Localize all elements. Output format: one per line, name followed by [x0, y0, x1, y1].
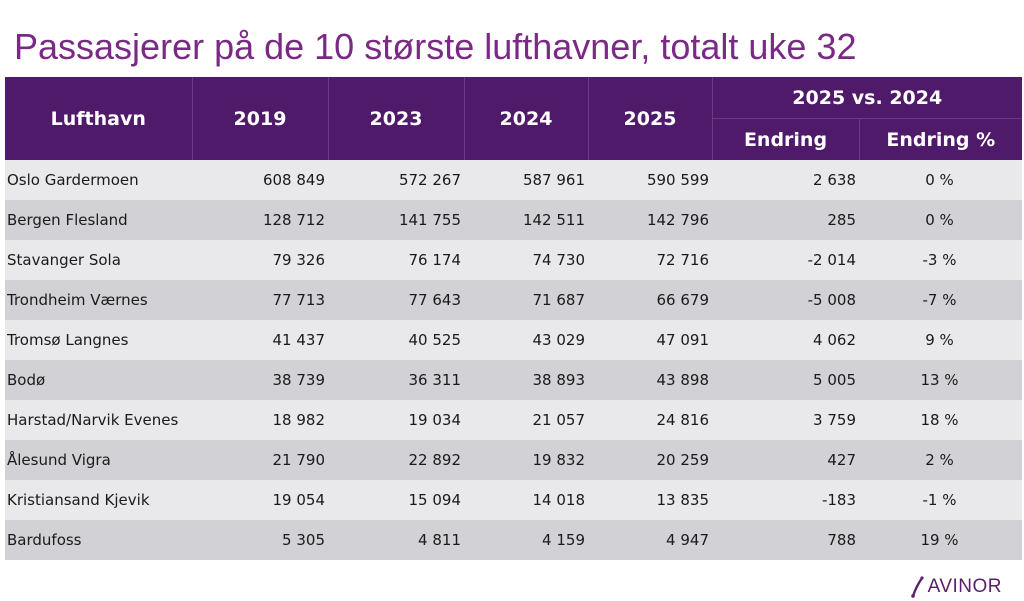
value-2019: 21 790: [192, 440, 328, 480]
change-pct: -3 %: [859, 240, 1022, 280]
change-pct: 2 %: [859, 440, 1022, 480]
value-2019: 128 712: [192, 200, 328, 240]
value-2025: 142 796: [588, 200, 712, 240]
change-pct: 19 %: [859, 520, 1022, 560]
page-title: Passasjerer på de 10 største lufthavner,…: [14, 26, 857, 67]
value-2019: 79 326: [192, 240, 328, 280]
header-group-2025-vs-2024: 2025 vs. 2024: [711, 77, 1022, 119]
table-row: Tromsø Langnes 41 437 40 525 43 029 47 091 4 …: [5, 320, 1022, 360]
airport-name: Oslo Gardermoen: [5, 160, 192, 200]
airport-name: Harstad/Narvik Evenes: [5, 400, 192, 440]
header-2023: 2023: [327, 77, 464, 160]
value-2025: 24 816: [588, 400, 712, 440]
value-2023: 76 174: [328, 240, 464, 280]
value-2025: 43 898: [588, 360, 712, 400]
change-pct: -1 %: [859, 480, 1022, 520]
change-value: 3 759: [712, 400, 859, 440]
change-value: 4 062: [712, 320, 859, 360]
change-pct: 13 %: [859, 360, 1022, 400]
value-2023: 4 811: [328, 520, 464, 560]
airport-name: Kristiansand Kjevik: [5, 480, 192, 520]
value-2024: 14 018: [464, 480, 588, 520]
value-2024: 38 893: [464, 360, 588, 400]
change-pct: 9 %: [859, 320, 1022, 360]
change-value: 788: [712, 520, 859, 560]
value-2019: 18 982: [192, 400, 328, 440]
header-2019: 2019: [191, 77, 328, 160]
value-2023: 77 643: [328, 280, 464, 320]
change-pct: 0 %: [859, 160, 1022, 200]
value-2019: 38 739: [192, 360, 328, 400]
value-2023: 19 034: [328, 400, 464, 440]
change-pct: -7 %: [859, 280, 1022, 320]
value-2024: 19 832: [464, 440, 588, 480]
value-2025: 20 259: [588, 440, 712, 480]
value-2024: 4 159: [464, 520, 588, 560]
value-2023: 40 525: [328, 320, 464, 360]
airport-name: Stavanger Sola: [5, 240, 192, 280]
avinor-swoosh-icon: [910, 576, 924, 598]
table-row: Harstad/Narvik Evenes 18 982 19 034 21 057 2…: [5, 400, 1022, 440]
airport-name: Trondheim Værnes: [5, 280, 192, 320]
passenger-table: Lufthavn 2019 2023 2024 2025 2025 vs. 20…: [5, 77, 1022, 560]
change-pct: 18 %: [859, 400, 1022, 440]
table-row: Stavanger Sola 79 326 76 174 74 730 72 716 -2…: [5, 240, 1022, 280]
table-row: Kristiansand Kjevik 19 054 15 094 14 018 13 …: [5, 480, 1022, 520]
avinor-logo: AVINOR: [910, 576, 1002, 598]
value-2019: 19 054: [192, 480, 328, 520]
table-body: Oslo Gardermoen 608 849 572 267 587 961 590 …: [5, 160, 1022, 560]
table-row: Bodø 38 739 36 311 38 893 43 898 5 005 13 %: [5, 360, 1022, 400]
value-2023: 15 094: [328, 480, 464, 520]
table-row: Bardufoss 5 305 4 811 4 159 4 947 788 19 %: [5, 520, 1022, 560]
value-2024: 21 057: [464, 400, 588, 440]
value-2023: 36 311: [328, 360, 464, 400]
airport-name: Bodø: [5, 360, 192, 400]
value-2023: 22 892: [328, 440, 464, 480]
value-2024: 71 687: [464, 280, 588, 320]
header-change-pct: Endring %: [858, 118, 1022, 160]
change-value: -183: [712, 480, 859, 520]
airport-name: Bergen Flesland: [5, 200, 192, 240]
value-2025: 66 679: [588, 280, 712, 320]
table-row: Ålesund Vigra 21 790 22 892 19 832 20 259 427…: [5, 440, 1022, 480]
airport-name: Bardufoss: [5, 520, 192, 560]
value-2025: 72 716: [588, 240, 712, 280]
airport-name: Ålesund Vigra: [5, 440, 192, 480]
header-airport: Lufthavn: [5, 77, 192, 160]
change-value: 5 005: [712, 360, 859, 400]
value-2025: 47 091: [588, 320, 712, 360]
airport-name: Tromsø Langnes: [5, 320, 192, 360]
table-row: Bergen Flesland 128 712 141 755 142 511 142 …: [5, 200, 1022, 240]
avinor-logo-text: AVINOR: [927, 576, 1002, 597]
header-2024: 2024: [463, 77, 588, 160]
change-value: 2 638: [712, 160, 859, 200]
value-2025: 590 599: [588, 160, 712, 200]
table-row: Oslo Gardermoen 608 849 572 267 587 961 590 …: [5, 160, 1022, 200]
change-value: -2 014: [712, 240, 859, 280]
value-2019: 5 305: [192, 520, 328, 560]
header-2025: 2025: [587, 77, 712, 160]
header-change: Endring: [711, 118, 859, 160]
change-value: 427: [712, 440, 859, 480]
change-pct: 0 %: [859, 200, 1022, 240]
value-2025: 13 835: [588, 480, 712, 520]
change-value: 285: [712, 200, 859, 240]
value-2024: 587 961: [464, 160, 588, 200]
value-2019: 41 437: [192, 320, 328, 360]
change-value: -5 008: [712, 280, 859, 320]
table-row: Trondheim Værnes 77 713 77 643 71 687 66 679…: [5, 280, 1022, 320]
value-2024: 142 511: [464, 200, 588, 240]
value-2023: 572 267: [328, 160, 464, 200]
value-2019: 77 713: [192, 280, 328, 320]
value-2025: 4 947: [588, 520, 712, 560]
value-2024: 74 730: [464, 240, 588, 280]
value-2019: 608 849: [192, 160, 328, 200]
value-2023: 141 755: [328, 200, 464, 240]
value-2024: 43 029: [464, 320, 588, 360]
